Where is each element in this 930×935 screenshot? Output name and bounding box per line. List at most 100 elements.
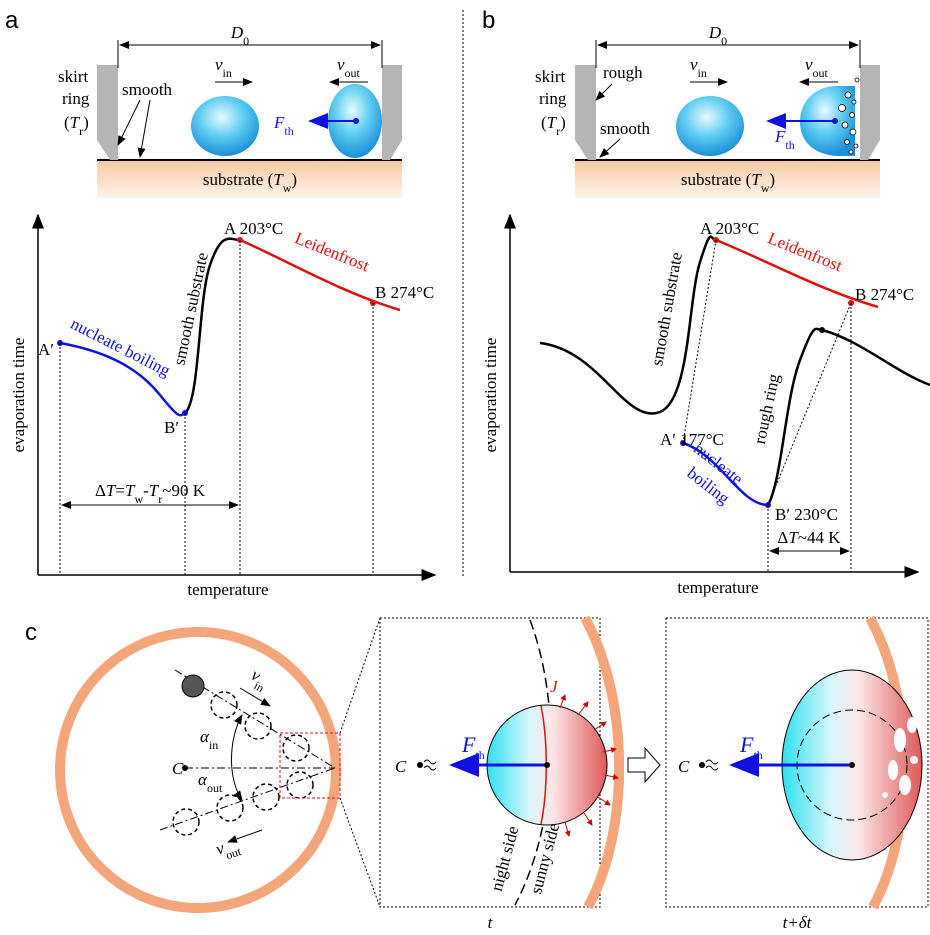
plot-b-prime-text: B′ 230°C — [775, 505, 838, 524]
line — [140, 100, 150, 157]
force-symbol-text: F — [461, 732, 476, 757]
circle — [283, 735, 309, 761]
label: Fth — [461, 732, 485, 762]
plot-rough-ring-text: rough ring — [750, 372, 784, 446]
v-in-sub-text: in — [223, 66, 232, 80]
v-in-sub-text: in — [698, 66, 707, 80]
line — [560, 695, 565, 708]
force-symbol-text: F — [739, 732, 754, 757]
label: vout — [337, 55, 361, 80]
panel-b-rough-text: rough — [603, 63, 643, 82]
circle — [852, 100, 856, 104]
label: Fth — [774, 127, 795, 152]
plot-b-text: B 274°C — [375, 283, 434, 302]
panel-c-center-text: C — [678, 757, 690, 776]
label: (Tr) — [64, 113, 89, 138]
plot-x-axis-text: temperature — [677, 578, 758, 597]
line — [584, 813, 592, 825]
circle — [842, 122, 848, 128]
ellipse — [191, 96, 259, 156]
panel-b-smooth-text: smooth — [600, 119, 651, 138]
circle — [253, 784, 279, 810]
line — [160, 768, 335, 830]
force-sub-text: th — [475, 748, 484, 762]
substrate-sub-text: w — [761, 181, 770, 195]
circle — [287, 772, 313, 798]
circle — [699, 762, 705, 768]
path — [768, 329, 930, 505]
panel-c-center-text: C — [395, 757, 407, 776]
force-sub-text: th — [785, 138, 794, 152]
circle — [882, 792, 888, 798]
circle — [855, 78, 859, 82]
circle — [845, 140, 850, 145]
circle — [910, 756, 918, 764]
label: D0 — [230, 23, 249, 48]
panel-c-j-text: J — [550, 677, 559, 696]
label: vin — [690, 55, 707, 80]
circle — [849, 762, 855, 768]
label: D0 — [708, 23, 727, 48]
figure: a D0 vin vout Fth smooth skirt ring (Tr)… — [0, 0, 930, 935]
line — [340, 618, 380, 733]
plot-y-axis-text: evaporation time — [9, 338, 28, 453]
line — [340, 798, 380, 907]
v-out-sub-text: out — [813, 66, 829, 80]
plot-b-text: B 274°C — [855, 285, 914, 304]
panel-b-label-text: b — [482, 7, 495, 34]
substrate-text-text: substrate ( — [681, 170, 752, 189]
circle — [353, 118, 359, 124]
ellipse — [899, 775, 911, 795]
path — [232, 715, 243, 800]
alpha-in-sub-text: in — [209, 738, 218, 752]
plot-smooth-curve-text: smooth substrate — [647, 251, 686, 367]
panel-c-label-text: c — [25, 619, 37, 646]
label: ΔT~44 K — [777, 528, 841, 547]
force-symbol-text: F — [774, 127, 786, 146]
label: (Tr) — [541, 113, 566, 138]
plot-a-text: A 203°C — [224, 219, 283, 238]
circle — [832, 118, 838, 124]
ring-line2-text: ring — [539, 89, 567, 108]
force-symbol-text: F — [273, 113, 285, 132]
circle — [819, 327, 825, 333]
plot-a-text: A 203°C — [700, 219, 759, 238]
circle — [173, 809, 199, 835]
polygon — [382, 65, 402, 160]
line — [596, 84, 612, 100]
panel-c-t-dt-text: t+δt — [783, 913, 813, 932]
polygon — [97, 65, 118, 160]
ellipse — [888, 760, 898, 780]
line — [578, 702, 588, 715]
ring-line1-text: skirt — [58, 67, 89, 86]
plot-a-prime-text: A′ 177°C — [660, 430, 724, 449]
delta-p1-text: Δ — [95, 481, 106, 500]
delta-p4-text: ~90 K — [162, 481, 205, 500]
substrate-close-text: ) — [769, 170, 775, 189]
substrate-text-text: substrate ( — [203, 170, 274, 189]
ring-line1-text: skirt — [535, 67, 566, 86]
ring-line2-text: ring — [62, 89, 90, 108]
path — [424, 760, 436, 770]
label: αin — [200, 727, 218, 752]
force-sub-text: th — [753, 748, 762, 762]
path — [706, 760, 718, 770]
polygon — [628, 748, 660, 782]
substrate-close-text: ) — [291, 170, 297, 189]
panel-c-t-text: t — [488, 913, 494, 932]
line — [118, 100, 140, 145]
label: vin — [245, 665, 272, 695]
circle — [544, 762, 550, 768]
delta-p4-text: ~44 K — [798, 528, 841, 547]
panel-a-label-text: a — [5, 7, 19, 34]
circle — [839, 105, 846, 112]
ellipse — [907, 717, 917, 733]
plot-b-prime-text: B′ — [164, 418, 179, 437]
line — [565, 822, 569, 836]
delta-p1-text: Δ — [777, 528, 788, 547]
plot-x-axis-text: temperature — [187, 580, 268, 599]
line — [600, 139, 620, 157]
circle — [850, 113, 855, 118]
force-sub-text: th — [284, 124, 293, 138]
circle — [854, 144, 858, 148]
